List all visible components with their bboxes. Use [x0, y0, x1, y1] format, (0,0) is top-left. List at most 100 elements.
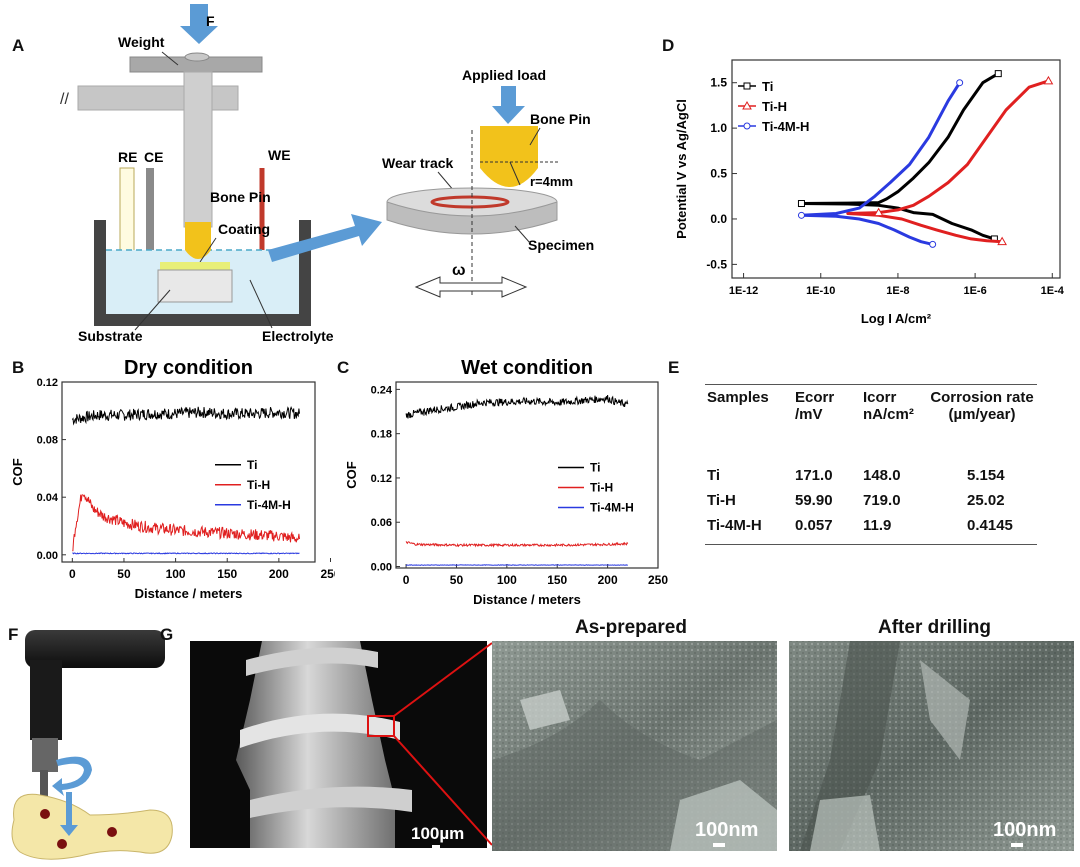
table-top-rule — [705, 384, 1037, 385]
panel-g-letter: G — [160, 625, 174, 644]
y-tick-label: 0.00 — [371, 562, 392, 574]
x-tick-label: 50 — [117, 567, 131, 581]
counter-electrode — [146, 168, 154, 280]
panel-b-letter: B — [12, 358, 25, 377]
panel-d-letter: D — [662, 36, 675, 55]
cell-icorr: 148.0 — [863, 467, 901, 484]
cell-sample: Ti-4M-H — [707, 517, 762, 534]
y-tick-label: 0.08 — [37, 435, 58, 447]
applied-load-arrow — [492, 86, 525, 124]
bone-shape — [11, 793, 173, 860]
cell-icorr: 11.9 — [863, 517, 892, 534]
y-tick-label: 0.06 — [371, 517, 392, 529]
panel-f-letter: F — [8, 625, 19, 644]
table-header-row: Samples Ecorr/mV Icorr nA/cm² Corrosion r… — [705, 385, 1037, 427]
y-axis-label: COF — [10, 458, 25, 486]
drill-bit — [40, 770, 48, 808]
plot-frame — [731, 59, 1061, 279]
x-tick-label: 150 — [547, 573, 567, 587]
series-line-ti-4m-h — [72, 552, 300, 555]
specimen-label: Specimen — [528, 237, 594, 253]
series-line-ti-h — [405, 541, 629, 548]
coating-layer — [160, 262, 230, 270]
data-marker — [929, 240, 937, 248]
panel-a-schematic: F Weight // RE CE WE Bone Pin Coating Su… — [60, 4, 594, 344]
x-tick-label: 250 — [320, 567, 335, 581]
electrolyte-label: Electrolyte — [262, 328, 334, 344]
data-marker — [997, 236, 1007, 246]
data-marker — [1043, 75, 1054, 85]
ce-label: CE — [144, 149, 163, 165]
x-axis-label: Log I A/cm² — [861, 311, 932, 326]
drill-body — [25, 630, 165, 668]
applied-load-label: Applied load — [462, 67, 546, 83]
cell-ecorr: 171.0 — [795, 467, 833, 484]
series-line-ti — [71, 405, 300, 426]
we-label: WE — [268, 147, 291, 163]
cell-rate: 25.02 — [967, 492, 1005, 509]
weight-top — [184, 52, 210, 62]
wet-cof-chart: Wet condition 0.00 0.06 0.12 0.18 0.24 0 50 100 1… — [344, 357, 668, 607]
scale-bar — [713, 843, 725, 847]
break-mark: // — [60, 91, 69, 108]
y-tick-label: 0.24 — [371, 384, 393, 396]
force-label: F — [206, 13, 215, 29]
cell-rate: 0.4145 — [967, 517, 1013, 534]
y-tick-label: 0.12 — [37, 377, 58, 389]
bone-pin-label: Bone Pin — [210, 189, 271, 205]
panel-e-letter: E — [668, 358, 680, 377]
y-axis-label: Potential V vs Ag/AgCl — [674, 99, 689, 239]
legend-label: Ti-H — [247, 478, 270, 492]
plot-frame — [395, 381, 659, 569]
y-axis-label: COF — [344, 461, 359, 489]
scale-bar — [1011, 843, 1023, 847]
x-axis-label: Distance / meters — [135, 586, 243, 601]
zoom-line-bottom — [393, 735, 493, 846]
drill-illustration — [11, 630, 173, 860]
rotation-arrow-icon — [52, 756, 92, 796]
chart-title: Wet condition — [461, 357, 593, 379]
coating-label: Coating — [218, 221, 270, 237]
force-arrow — [180, 4, 218, 44]
screw-thread — [250, 786, 412, 818]
legend-label: Ti-4M-H — [762, 119, 809, 134]
bone-hole — [40, 809, 50, 819]
y-tick-label: 0.5 — [710, 167, 727, 181]
x-tick-label: 250 — [648, 573, 668, 587]
x-tick-label: 200 — [269, 567, 289, 581]
table-bottom-rule — [705, 544, 1037, 545]
data-marker — [873, 207, 884, 217]
table-row: Ti-H 59.90 719.0 25.02 — [705, 488, 1037, 513]
zoom-line-top — [393, 642, 493, 717]
as-prepared-title: As-prepared — [575, 617, 687, 638]
legend-marker — [743, 82, 751, 90]
y-tick-label: 0.12 — [371, 473, 392, 485]
substrate-label: Substrate — [78, 328, 143, 344]
cell-rate: 5.154 — [967, 467, 1005, 484]
chart-title: Dry condition — [124, 357, 253, 379]
scale-label-100nm-1: 100nm — [695, 819, 758, 841]
drill-handle — [30, 660, 62, 740]
polarization-chart: -0.5 0.0 0.5 1.0 1.5 1E-12 1E-10 1E-8 1E-6 1E-4 Lo… — [674, 59, 1065, 326]
data-marker — [797, 200, 805, 208]
vertical-shaft — [183, 71, 213, 228]
y-tick-label: 0.18 — [371, 429, 392, 441]
beaker — [94, 220, 311, 326]
drill-chuck — [32, 738, 58, 772]
cell-sample: Ti — [707, 467, 721, 484]
series-line-ti — [405, 395, 629, 419]
wear-track-label: Wear track — [382, 155, 454, 171]
panel-c-letter: C — [337, 358, 350, 377]
legend-label: Ti-4M-H — [590, 501, 634, 515]
corrosion-table: Samples Ecorr/mV Icorr nA/cm² Corrosion r… — [705, 384, 1037, 545]
dry-cof-chart: Dry condition 0.00 0.04 0.08 0.12 0 50 100 150 20… — [10, 357, 335, 601]
bone-pin-schematic — [185, 222, 211, 259]
x-tick-label: 100 — [166, 567, 186, 581]
x-axis-label: Distance / meters — [473, 592, 581, 607]
cell-ecorr: 0.057 — [795, 517, 833, 534]
legend-label: Ti — [762, 79, 773, 94]
legend-label: Ti — [247, 458, 257, 472]
panel-a-letter: A — [12, 36, 25, 55]
screw-thread — [240, 713, 400, 748]
